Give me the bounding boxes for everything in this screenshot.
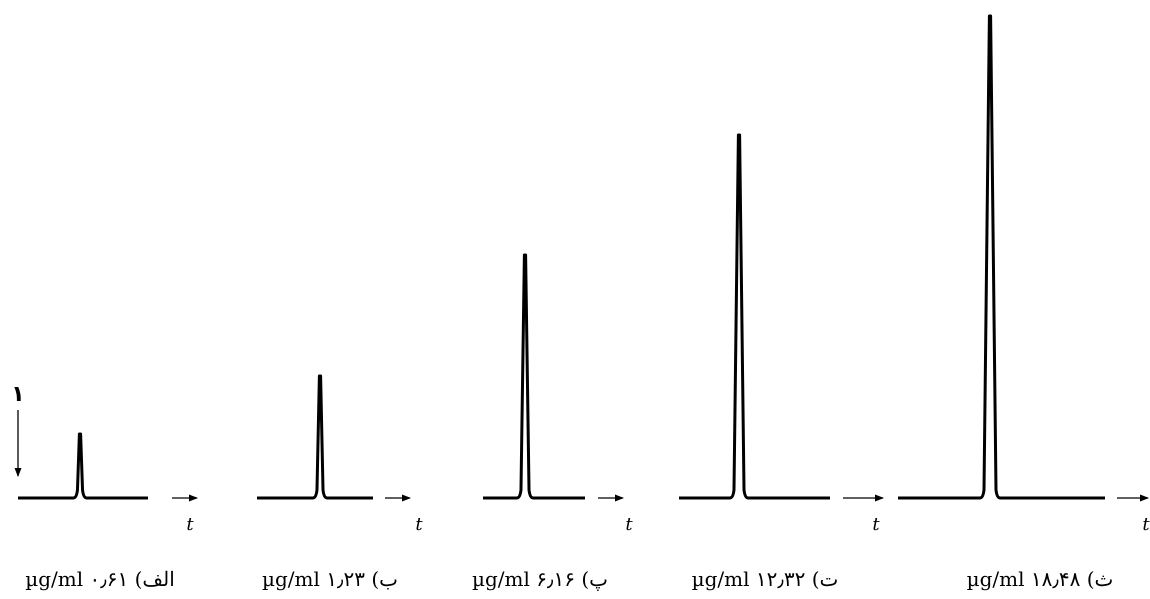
- concentration-caption: ث) ۱۸٫۴۸ µg/ml: [967, 567, 1114, 591]
- chromatogram-trace: [483, 253, 585, 500]
- chromatogram-panel: t پ) ۶٫۱۶ µg/ml: [472, 253, 633, 591]
- chromatogram-trace: [18, 432, 148, 500]
- concentration-caption: ت) ۱۲٫۳۲ µg/ml: [692, 567, 839, 591]
- chromatogram-trace: [679, 133, 830, 500]
- concentration-caption: پ) ۶٫۱۶ µg/ml: [472, 567, 608, 591]
- chromatogram-panel: t ت) ۱۲٫۳۲ µg/ml: [679, 133, 884, 591]
- chromatogram-panel: t الف) ۰٫۶۱ µg/ml: [18, 432, 198, 591]
- peak-marker-number: ۱: [11, 382, 24, 407]
- chromatogram-trace: [898, 14, 1105, 500]
- x-axis-label: t: [872, 514, 880, 535]
- x-axis-label: t: [1142, 514, 1150, 535]
- x-axis-label: t: [625, 514, 633, 535]
- chromatogram-panel: t ث) ۱۸٫۴۸ µg/ml: [898, 14, 1150, 591]
- peak-marker: ۱: [11, 382, 25, 477]
- x-axis-label: t: [415, 514, 423, 535]
- chromatogram-panel: t ب) ۱٫۲۳ µg/ml: [257, 374, 423, 591]
- chromatogram-trace: [257, 374, 373, 500]
- concentration-caption: الف) ۰٫۶۱ µg/ml: [25, 567, 175, 591]
- concentration-caption: ب) ۱٫۲۳ µg/ml: [262, 567, 398, 591]
- x-axis-label: t: [186, 514, 194, 535]
